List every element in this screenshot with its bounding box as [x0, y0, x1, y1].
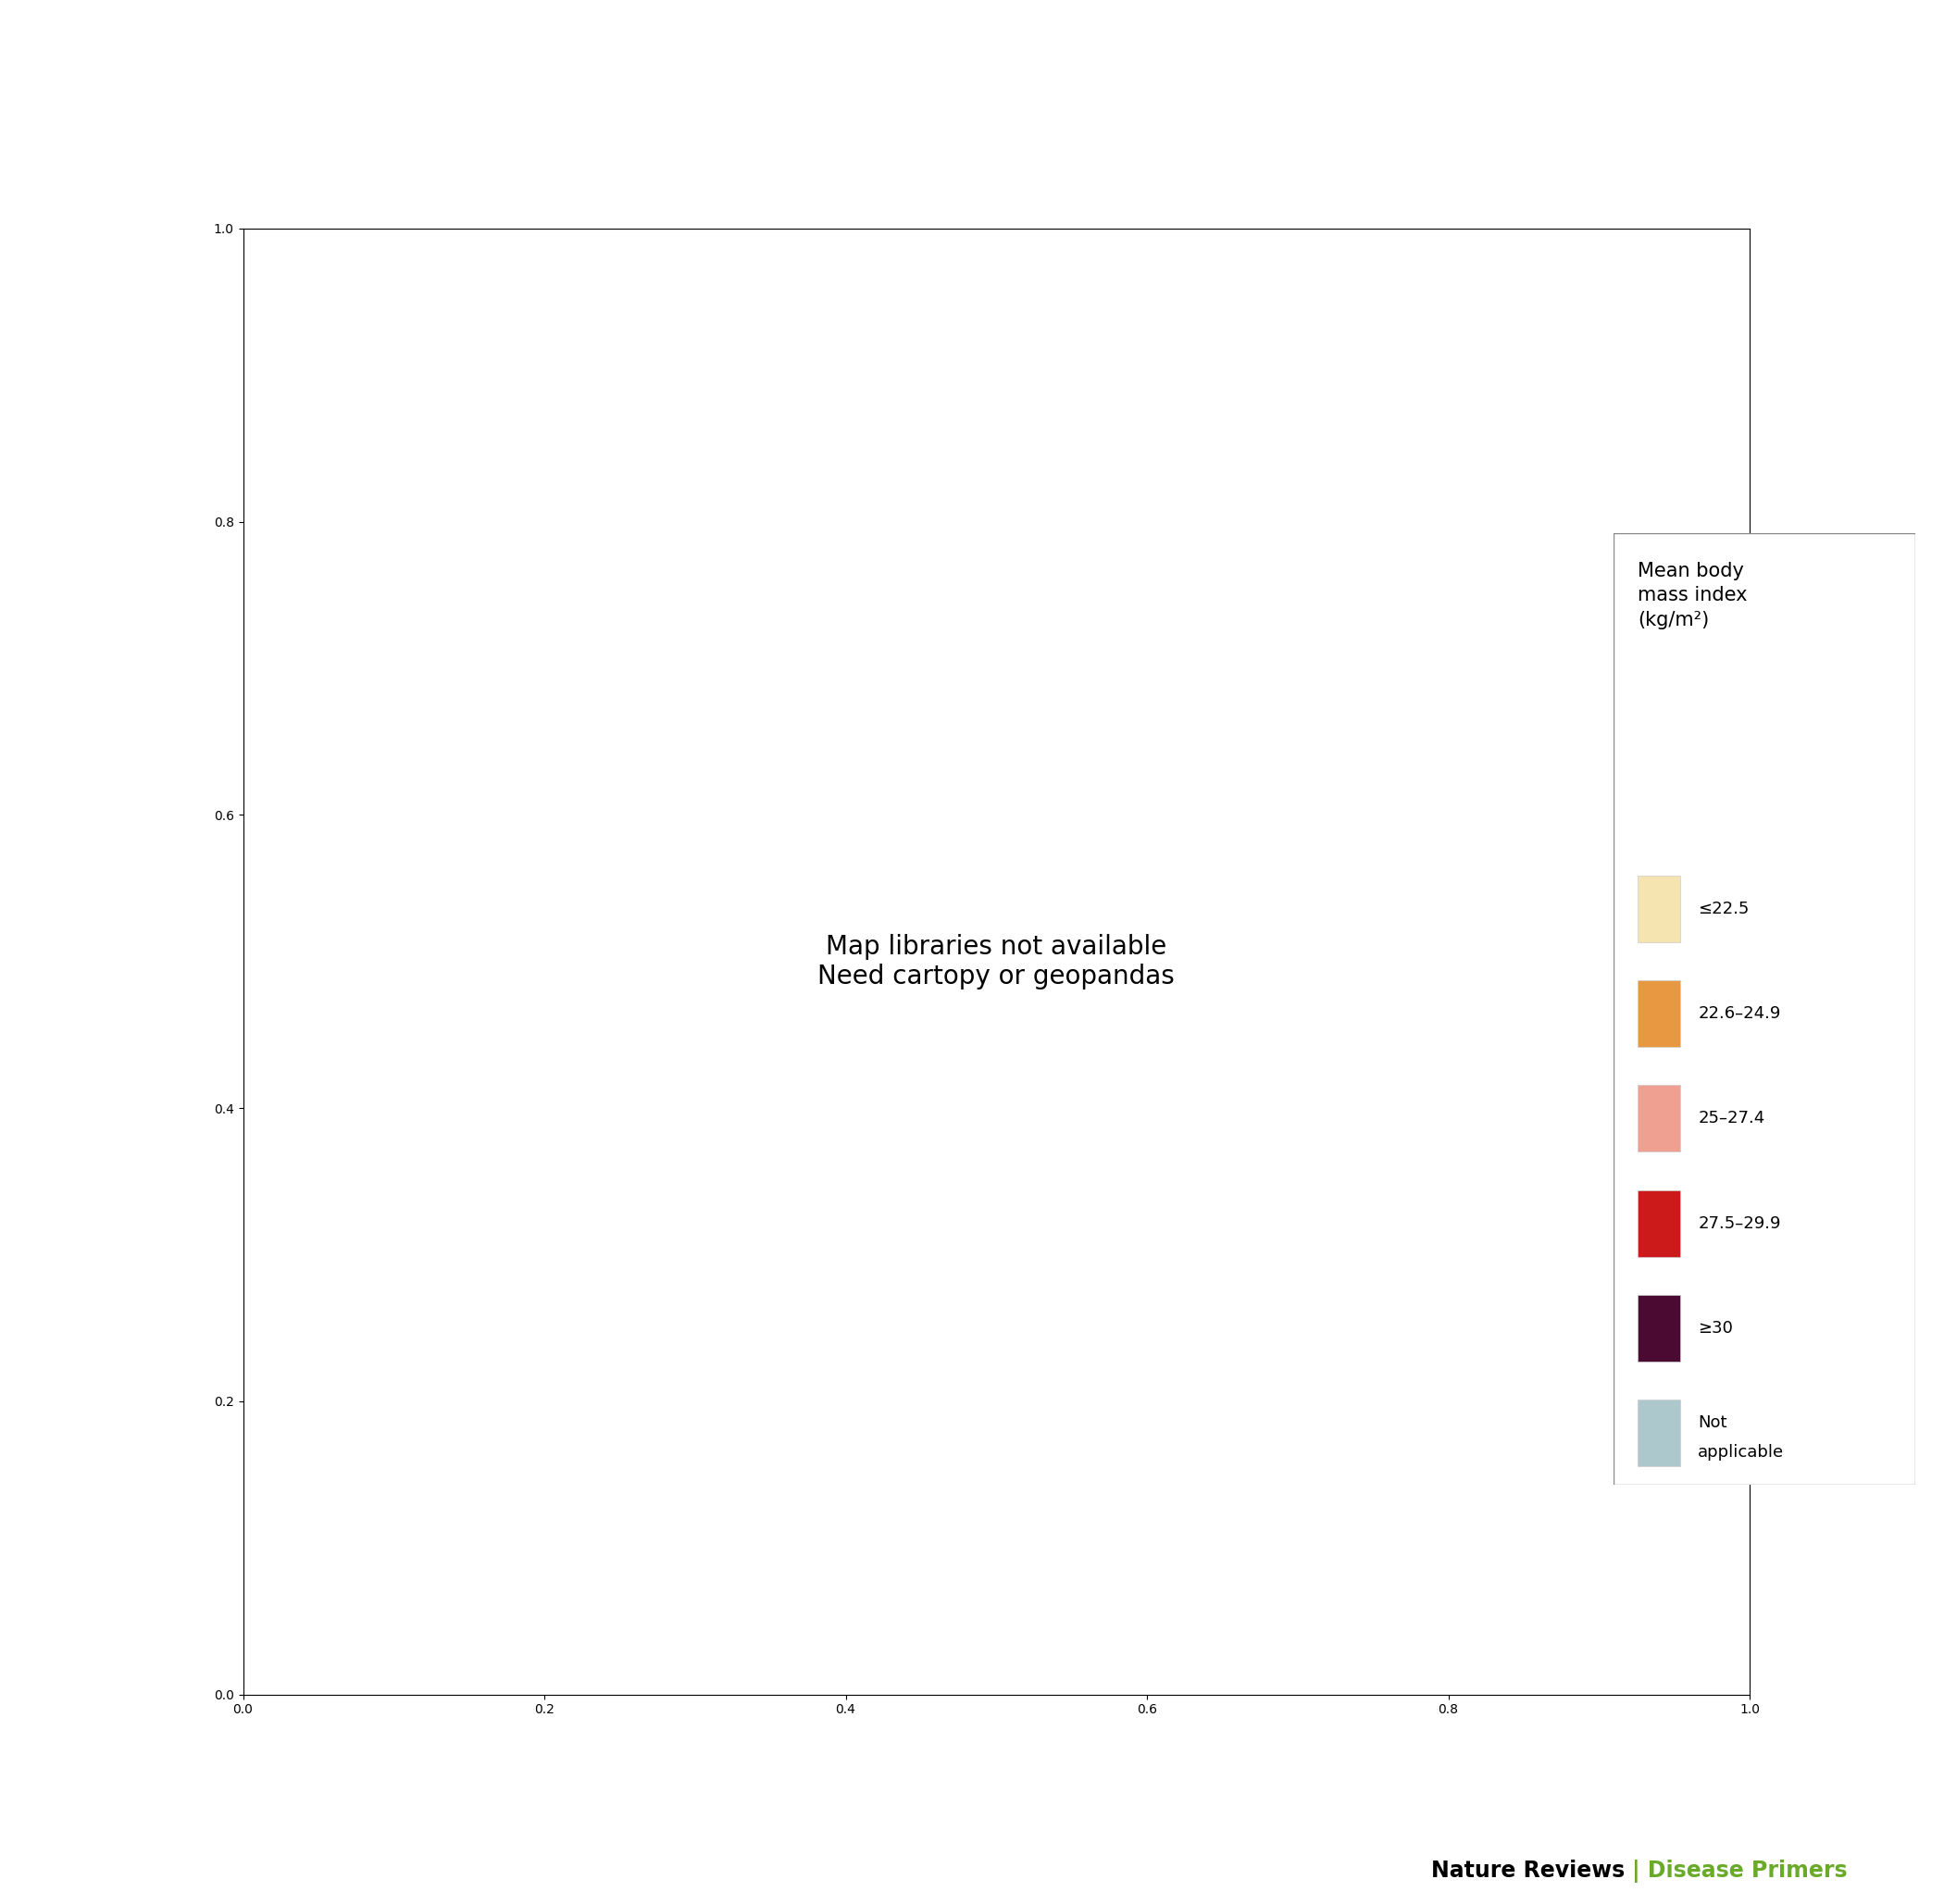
Text: Nature Reviews: Nature Reviews — [1431, 1860, 1625, 1881]
Text: 25–27.4: 25–27.4 — [1697, 1110, 1765, 1127]
Bar — [1637, 1399, 1680, 1466]
Text: applicable: applicable — [1697, 1445, 1785, 1460]
Bar — [1637, 1085, 1680, 1152]
Bar — [1637, 876, 1680, 942]
Text: 22.6–24.9: 22.6–24.9 — [1697, 1005, 1781, 1022]
Text: Not: Not — [1697, 1415, 1726, 1432]
Text: Map libraries not available
Need cartopy or geopandas: Map libraries not available Need cartopy… — [818, 933, 1174, 990]
FancyBboxPatch shape — [1614, 533, 1915, 1485]
Text: ≤22.5: ≤22.5 — [1697, 901, 1750, 918]
Text: | Disease Primers: | Disease Primers — [1631, 1858, 1847, 1883]
Bar — [1637, 981, 1680, 1047]
Text: ≥30: ≥30 — [1697, 1319, 1732, 1337]
Bar — [1637, 1295, 1680, 1361]
Text: 27.5–29.9: 27.5–29.9 — [1697, 1215, 1781, 1232]
Bar — [1637, 1190, 1680, 1257]
Text: Mean body
mass index
(kg/m²): Mean body mass index (kg/m²) — [1637, 562, 1748, 628]
